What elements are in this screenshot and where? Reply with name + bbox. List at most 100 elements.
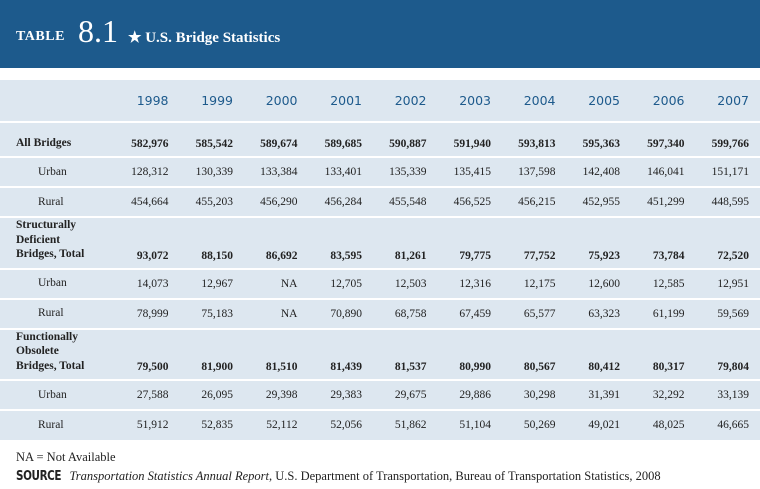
cell: 88,150 <box>179 216 244 269</box>
cell: 137,598 <box>502 156 567 187</box>
cell: 52,112 <box>244 409 309 439</box>
cell: 456,215 <box>502 186 567 217</box>
cell: 51,104 <box>437 409 502 439</box>
table-area: 1998 1999 2000 2001 2002 2003 2004 2005 2006 2007… <box>0 80 760 440</box>
sub-row: Rural 78,999 75,183 NA 70,890 68,758 67,459 65,… <box>0 297 760 329</box>
cell: 83,595 <box>308 216 373 269</box>
cell: 68,758 <box>373 297 438 329</box>
cell: 12,503 <box>373 267 438 299</box>
corner-cell <box>0 80 115 122</box>
cell: 597,340 <box>631 121 696 157</box>
cell: 12,175 <box>502 267 567 299</box>
cell: 589,685 <box>308 121 373 157</box>
column-header: 2001 <box>330 93 362 108</box>
header-row: 1998 1999 2000 2001 2002 2003 2004 2005 2006 2007 <box>0 80 760 122</box>
cell: 599,766 <box>695 121 760 157</box>
cell: 590,887 <box>373 121 438 157</box>
cell: 70,890 <box>308 297 373 329</box>
cell: 75,923 <box>566 216 631 269</box>
group-row: All Bridges 582,976 585,542 589,674 589,685 5… <box>0 121 760 157</box>
cell: 585,542 <box>179 121 244 157</box>
cell: 29,383 <box>308 379 373 410</box>
group-row: Structurally Deficient Bridges, Total 93,… <box>0 216 760 269</box>
cell: 12,585 <box>631 267 696 299</box>
cell: 12,600 <box>566 267 631 299</box>
cell: 78,999 <box>115 297 180 329</box>
cell: 135,415 <box>437 156 502 187</box>
cell: 589,674 <box>244 121 309 157</box>
cell: 52,056 <box>308 409 373 439</box>
cell: 81,510 <box>244 327 309 380</box>
row-label: Structurally Deficient Bridges, Total <box>0 216 115 269</box>
cell: 72,520 <box>695 216 760 269</box>
cell: 128,312 <box>115 156 180 187</box>
cell: 26,095 <box>179 379 244 410</box>
cell: 146,041 <box>631 156 696 187</box>
cell: 80,317 <box>631 327 696 380</box>
cell: 29,398 <box>244 379 309 410</box>
cell: 151,171 <box>695 156 760 187</box>
note: NA = Not Available <box>16 450 116 464</box>
row-label: Urban <box>0 267 115 299</box>
column-header: 2003 <box>459 93 491 108</box>
cell: 135,339 <box>373 156 438 187</box>
cell: 456,284 <box>308 186 373 217</box>
cell: 595,363 <box>566 121 631 157</box>
sub-row: Urban 27,588 26,095 29,398 29,383 29,675 29,88… <box>0 379 760 410</box>
header: TABLE 8.1 ★ U.S. Bridge Statistics <box>0 0 760 68</box>
cell: 456,290 <box>244 186 309 217</box>
row-label: Rural <box>0 186 115 217</box>
cell: 591,940 <box>437 121 502 157</box>
sub-row: Rural 51,912 52,835 52,112 52,056 51,862 51,10… <box>0 409 760 439</box>
column-header: 2002 <box>394 93 427 108</box>
table: 1998 1999 2000 2001 2002 2003 2004 2005 2006 2007… <box>0 80 760 439</box>
cell: 93,072 <box>115 216 180 269</box>
cell: 12,316 <box>437 267 502 299</box>
group-row: Functionally Obsolete Bridges, Total 79,5… <box>0 327 760 380</box>
table-title: ★ U.S. Bridge Statistics <box>128 30 281 46</box>
cell: 80,567 <box>502 327 567 380</box>
column-header: 1999 <box>201 93 233 108</box>
row-label: Functionally Obsolete Bridges, Total <box>0 327 115 380</box>
source-rest: , U.S. Department of Transportation, Bur… <box>268 469 661 483</box>
cell: 73,784 <box>631 216 696 269</box>
cell: 46,665 <box>695 409 760 439</box>
cell: 452,955 <box>566 186 631 217</box>
cell: 29,886 <box>437 379 502 410</box>
cell: NA <box>244 297 309 329</box>
cell: 12,705 <box>308 267 373 299</box>
cell: 451,299 <box>631 186 696 217</box>
cell: 81,261 <box>373 216 438 269</box>
cell: 80,990 <box>437 327 502 380</box>
cell: 130,339 <box>179 156 244 187</box>
cell: 80,412 <box>566 327 631 380</box>
sub-row: Urban 14,073 12,967 NA 12,705 12,503 12,316 12,… <box>0 267 760 299</box>
cell: 593,813 <box>502 121 567 157</box>
cell: 455,203 <box>179 186 244 217</box>
cell: 14,073 <box>115 267 180 299</box>
cell: 31,391 <box>566 379 631 410</box>
cell: 142,408 <box>566 156 631 187</box>
column-header: 1998 <box>136 93 169 108</box>
cell: 50,269 <box>502 409 567 439</box>
cell: 52,835 <box>179 409 244 439</box>
cell: 456,525 <box>437 186 502 217</box>
column-header: 2005 <box>588 93 620 108</box>
sub-row: Rural 454,664 455,203 456,290 456,284 455,548… <box>0 186 760 217</box>
cell: 32,292 <box>631 379 696 410</box>
cell: 86,692 <box>244 216 309 269</box>
column-header: 2006 <box>652 93 685 108</box>
row-label: Rural <box>0 297 115 329</box>
cell: 79,804 <box>695 327 760 380</box>
cell: 81,900 <box>179 327 244 380</box>
cell: NA <box>244 267 309 299</box>
cell: 455,548 <box>373 186 438 217</box>
row-label: Urban <box>0 156 115 187</box>
source: SOURCE Transportation Statistics Annual … <box>16 469 661 484</box>
cell: 77,752 <box>502 216 567 269</box>
cell: 75,183 <box>179 297 244 329</box>
row-label: Rural <box>0 409 115 439</box>
cell: 133,384 <box>244 156 309 187</box>
cell: 67,459 <box>437 297 502 329</box>
